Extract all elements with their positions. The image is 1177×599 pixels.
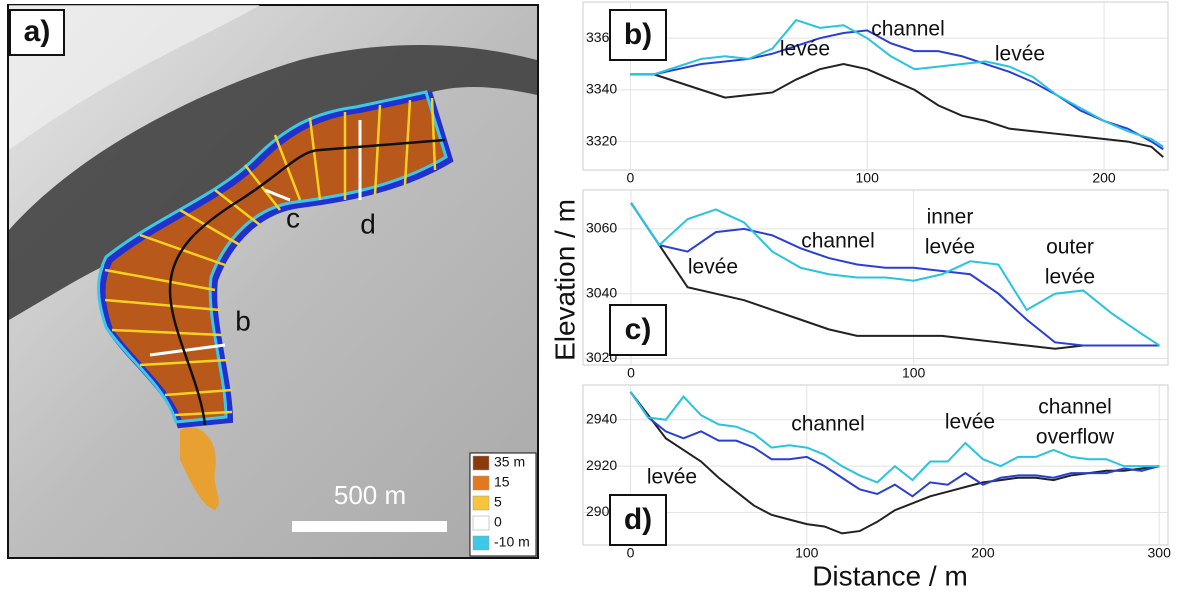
panel-label: c) (625, 313, 652, 346)
annotation: channel (801, 230, 875, 253)
data-line (629, 391, 1160, 498)
annotation: levée (688, 256, 738, 279)
scale-label: 500 m (334, 480, 406, 510)
deposit-toe (180, 427, 219, 510)
x-tick-label: 100 (856, 170, 880, 186)
map-panel: 500 m a) b c d 35 m 15 5 0 -10 m (7, 4, 539, 559)
x-tick-label: 100 (795, 545, 819, 561)
x-tick-label: 0 (626, 170, 634, 186)
profile-label: b (235, 305, 251, 336)
legend-swatch (472, 475, 490, 491)
data-line (630, 202, 1160, 347)
profile-label: c (286, 202, 300, 233)
profile-label: d (360, 208, 376, 239)
y-tick-label: 3040 (586, 284, 617, 300)
data-line (629, 391, 1160, 484)
annotation: levée (925, 236, 975, 259)
y-axis-label: Elevation / m (549, 199, 580, 361)
panel-box (609, 494, 667, 546)
annotation: levée (1045, 266, 1095, 289)
annotation: levée (647, 466, 697, 489)
x-tick-label: 100 (902, 365, 926, 381)
profile-lines (149, 120, 362, 357)
legend-swatch (472, 495, 490, 511)
legend-label: 15 (494, 474, 510, 490)
annotation: overflow (1036, 426, 1115, 449)
x-axis-label: Distance / m (812, 560, 968, 591)
legend-label: 5 (494, 494, 502, 510)
y-tick-label: 3320 (586, 132, 617, 148)
data-line (630, 63, 1164, 158)
plot-area (582, 384, 1169, 546)
y-tick-label: 2920 (586, 457, 617, 473)
x-tick-label: 0 (627, 545, 635, 561)
annotation: levée (945, 411, 995, 434)
x-tick-label: 300 (1148, 545, 1172, 561)
annotation: levée (780, 38, 830, 61)
data-line (629, 391, 1160, 535)
panel-label: b) (624, 18, 652, 51)
legend-label: 35 m (494, 454, 525, 470)
scale-bar (292, 521, 447, 532)
legend-swatch (472, 515, 490, 531)
legend: 35 m 15 5 0 -10 m (472, 454, 530, 551)
panel-label: d) (624, 503, 652, 536)
x-tick-label: 0 (627, 365, 635, 381)
annotation: channel (791, 413, 865, 436)
light-slope (9, 5, 260, 150)
annotation: outer (1046, 236, 1094, 259)
legend-swatch (472, 455, 490, 471)
y-tick-label: 3340 (586, 81, 617, 97)
data-line (630, 202, 1161, 347)
panel-label: a) (24, 15, 51, 48)
panel-box (9, 9, 65, 56)
annotation: channel (871, 18, 945, 41)
annotation: inner (927, 206, 974, 229)
flow-outline (97, 90, 448, 424)
legend-swatch (472, 535, 490, 551)
centerline (168, 138, 446, 426)
y-tick-label: 2940 (586, 410, 617, 426)
legend-label: -10 m (494, 534, 530, 550)
annotation: levée (995, 43, 1045, 66)
legend-label: 0 (494, 514, 502, 530)
y-tick-label: 3060 (586, 220, 617, 236)
data-line (630, 202, 1160, 350)
x-tick-label: 200 (971, 545, 995, 561)
x-tick-label: 200 (1092, 170, 1116, 186)
data-line (630, 29, 1164, 151)
annotation: channel (1038, 396, 1112, 419)
panel-box (609, 304, 667, 356)
data-line (630, 18, 1164, 148)
panel-box (609, 9, 667, 61)
